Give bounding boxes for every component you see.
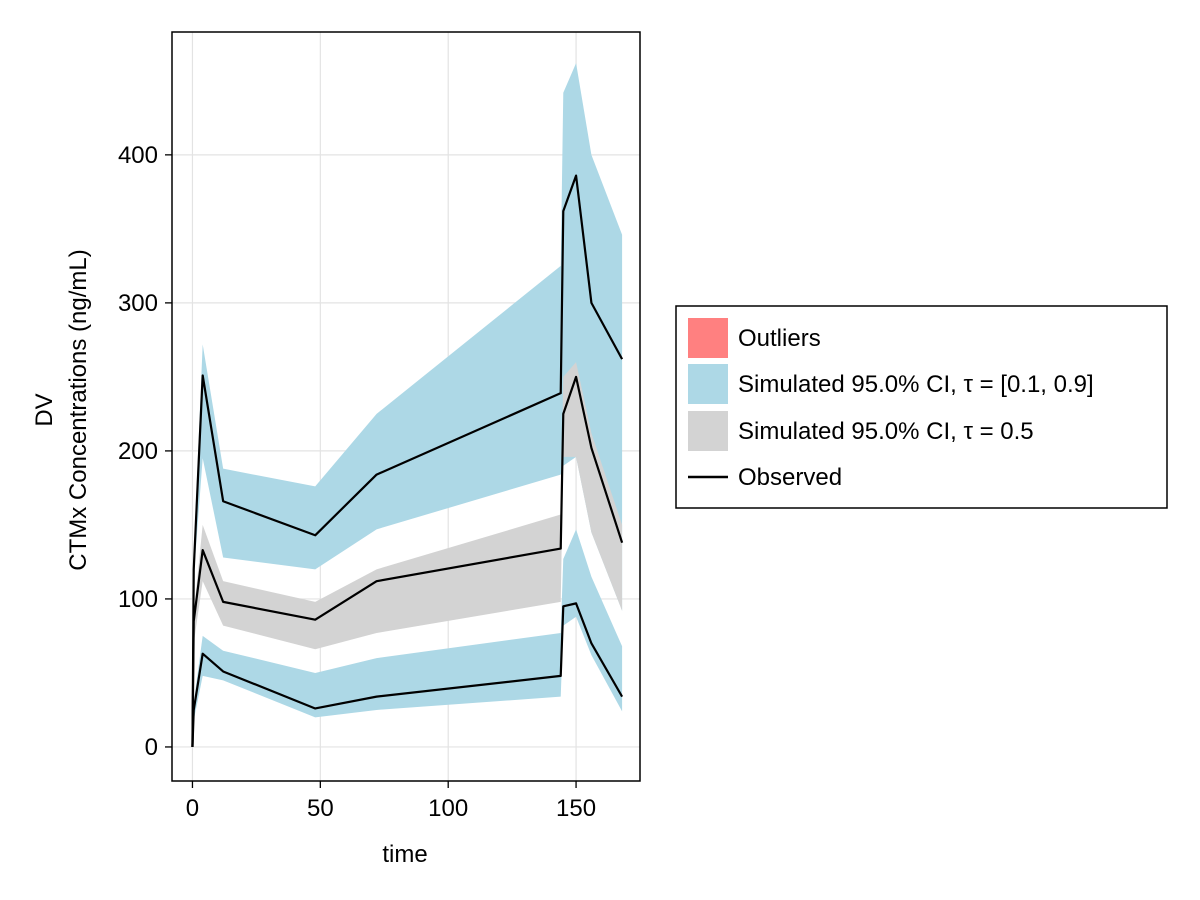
legend-label: Simulated 95.0% CI, τ = [0.1, 0.9] (738, 371, 1094, 398)
legend-frame (675, 305, 1168, 509)
upper-90-band (192, 63, 623, 747)
y-tick-label: 200 (118, 438, 158, 465)
x-axis-ticks: 0 50 100 150 (186, 781, 596, 822)
y-tick-label: 100 (118, 586, 158, 613)
lower-10-band (192, 529, 623, 747)
median-band (192, 362, 623, 747)
y-axis-label-line2: CTMx Concentrations (ng/mL) (65, 249, 92, 570)
y-axis-label-line1: DV (31, 393, 58, 426)
legend-swatch (688, 411, 728, 451)
x-tick-label: 100 (428, 795, 468, 822)
legend-swatch (688, 364, 728, 404)
x-tick-label: 0 (186, 795, 199, 822)
x-tick-label: 50 (307, 795, 334, 822)
legend-label: Observed (738, 464, 842, 491)
observed-line-2 (191, 375, 624, 747)
observed-lines (191, 174, 624, 747)
y-tick-label: 400 (118, 142, 158, 169)
legend: Outliers Simulated 95.0% CI, τ = [0.1, 0.… (675, 305, 1168, 509)
observed-line-3 (191, 602, 624, 747)
legend-label: Outliers (738, 325, 821, 352)
x-axis-label: time (382, 841, 427, 868)
y-tick-label: 0 (145, 734, 158, 761)
legend-label: Simulated 95.0% CI, τ = 0.5 (738, 418, 1034, 445)
legend-swatch (688, 318, 728, 358)
y-axis-ticks: 0 100 200 300 400 (118, 142, 172, 761)
observed-line-1 (191, 174, 624, 747)
confidence-bands (192, 63, 623, 747)
y-tick-label: 300 (118, 290, 158, 317)
x-tick-label: 150 (556, 795, 596, 822)
plot-frame (171, 31, 641, 782)
